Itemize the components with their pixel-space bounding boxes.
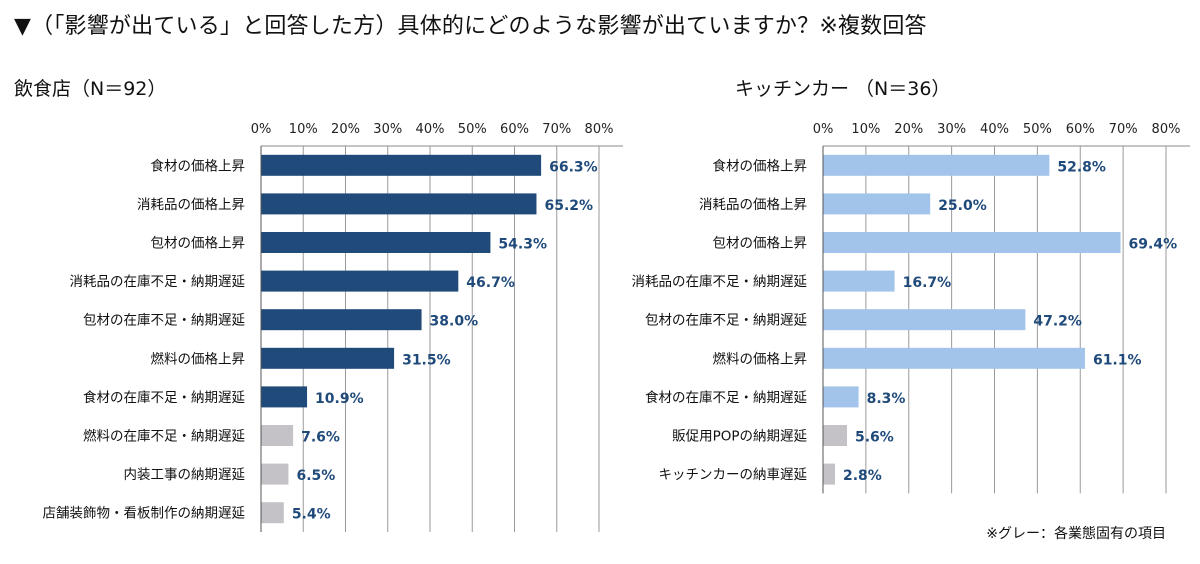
right-value-label: 2.8% bbox=[843, 468, 882, 484]
right-category-label: キッチンカーの納車遅延 bbox=[659, 467, 808, 483]
right-bar bbox=[823, 193, 931, 215]
right-bar bbox=[823, 154, 1050, 176]
right-category-label: 包材の価格上昇 bbox=[713, 236, 808, 252]
left-tick-label: 30% bbox=[373, 122, 402, 137]
left-bar bbox=[261, 347, 395, 369]
right-bar bbox=[823, 386, 859, 408]
right-value-label: 25.0% bbox=[938, 198, 987, 214]
gray-legend-note: ※グレー：各業態固有の項目 bbox=[986, 526, 1166, 542]
right-bar bbox=[823, 270, 895, 292]
right-tick-label: 10% bbox=[851, 122, 880, 137]
left-bar bbox=[261, 154, 542, 176]
right-value-label: 8.3% bbox=[867, 391, 906, 407]
left-tick-label: 20% bbox=[331, 122, 360, 137]
left-bar bbox=[261, 232, 491, 253]
left-category-label: 包材の価格上昇 bbox=[151, 236, 246, 252]
left-category-label: 燃料の在庫不足・納期遅延 bbox=[83, 428, 245, 445]
right-bar bbox=[823, 309, 1026, 331]
left-value-label: 31.5% bbox=[402, 352, 451, 368]
left-value-label: 65.2% bbox=[544, 198, 593, 214]
left-tick-label: 10% bbox=[289, 122, 318, 137]
left-bar bbox=[261, 463, 289, 485]
left-value-label: 66.3% bbox=[549, 159, 598, 175]
right-category-label: 食材の価格上昇 bbox=[713, 157, 808, 174]
right-chart-title: キッチンカー （N＝36） bbox=[735, 78, 951, 100]
left-value-label: 46.7% bbox=[466, 275, 515, 291]
left-bar bbox=[261, 270, 459, 292]
right-value-label: 16.7% bbox=[903, 275, 952, 291]
right-category-label: 販促用POPの納期遅延 bbox=[672, 429, 807, 445]
right-tick-label: 40% bbox=[980, 122, 1009, 137]
left-value-label: 7.6% bbox=[301, 430, 340, 446]
right-tick-label: 60% bbox=[1066, 122, 1095, 137]
left-value-label: 6.5% bbox=[296, 468, 335, 484]
right-value-label: 5.6% bbox=[855, 430, 894, 446]
right-bar bbox=[823, 347, 1085, 369]
left-bar bbox=[261, 386, 308, 408]
left-value-label: 10.9% bbox=[315, 391, 364, 407]
left-category-label: 消耗品の価格上昇 bbox=[137, 197, 245, 213]
page-title: ▼（「影響が出ている」と回答した方）具体的にどのような影響が出ていますか？※複数… bbox=[14, 14, 927, 39]
right-value-label: 61.1% bbox=[1093, 352, 1142, 368]
right-bar bbox=[823, 463, 836, 485]
right-tick-label: 50% bbox=[1023, 122, 1052, 137]
left-tick-label: 50% bbox=[458, 122, 487, 137]
left-chart-title: 飲食店（N＝92） bbox=[14, 78, 167, 100]
left-category-label: 消耗品の在庫不足・納期遅延 bbox=[70, 274, 246, 290]
left-category-label: 包材の在庫不足・納期遅延 bbox=[83, 313, 245, 329]
right-bar bbox=[823, 425, 848, 446]
left-bar bbox=[261, 309, 422, 331]
right-value-label: 52.8% bbox=[1057, 159, 1106, 175]
left-value-label: 5.4% bbox=[292, 507, 331, 523]
left-category-label: 食材の価格上昇 bbox=[151, 157, 246, 174]
right-tick-label: 20% bbox=[894, 122, 923, 137]
left-value-label: 54.3% bbox=[498, 237, 547, 253]
left-category-label: 燃料の価格上昇 bbox=[151, 350, 246, 367]
right-value-label: 47.2% bbox=[1033, 314, 1082, 330]
right-tick-label: 70% bbox=[1109, 122, 1138, 137]
right-tick-label: 0% bbox=[813, 122, 834, 137]
right-category-label: 消耗品の在庫不足・納期遅延 bbox=[632, 274, 808, 290]
right-bar bbox=[823, 232, 1121, 253]
left-tick-label: 80% bbox=[585, 122, 614, 137]
right-category-label: 消耗品の価格上昇 bbox=[699, 197, 807, 213]
left-category-label: 店舗装飾物・看板制作の納期遅延 bbox=[43, 506, 246, 522]
right-category-label: 食材の在庫不足・納期遅延 bbox=[645, 389, 807, 406]
left-bar bbox=[261, 502, 284, 524]
left-tick-label: 0% bbox=[251, 122, 272, 137]
left-tick-label: 60% bbox=[500, 122, 529, 137]
right-tick-label: 80% bbox=[1152, 122, 1181, 137]
left-tick-label: 70% bbox=[542, 122, 571, 137]
right-category-label: 燃料の価格上昇 bbox=[713, 350, 808, 367]
left-tick-label: 40% bbox=[416, 122, 445, 137]
left-value-label: 38.0% bbox=[430, 314, 479, 330]
right-tick-label: 30% bbox=[937, 122, 966, 137]
left-category-label: 内装工事の納期遅延 bbox=[124, 467, 246, 483]
left-bar bbox=[261, 193, 537, 215]
right-category-label: 包材の在庫不足・納期遅延 bbox=[645, 313, 807, 329]
left-bar bbox=[261, 425, 294, 446]
left-category-label: 食材の在庫不足・納期遅延 bbox=[83, 389, 245, 406]
right-value-label: 69.4% bbox=[1129, 237, 1178, 253]
